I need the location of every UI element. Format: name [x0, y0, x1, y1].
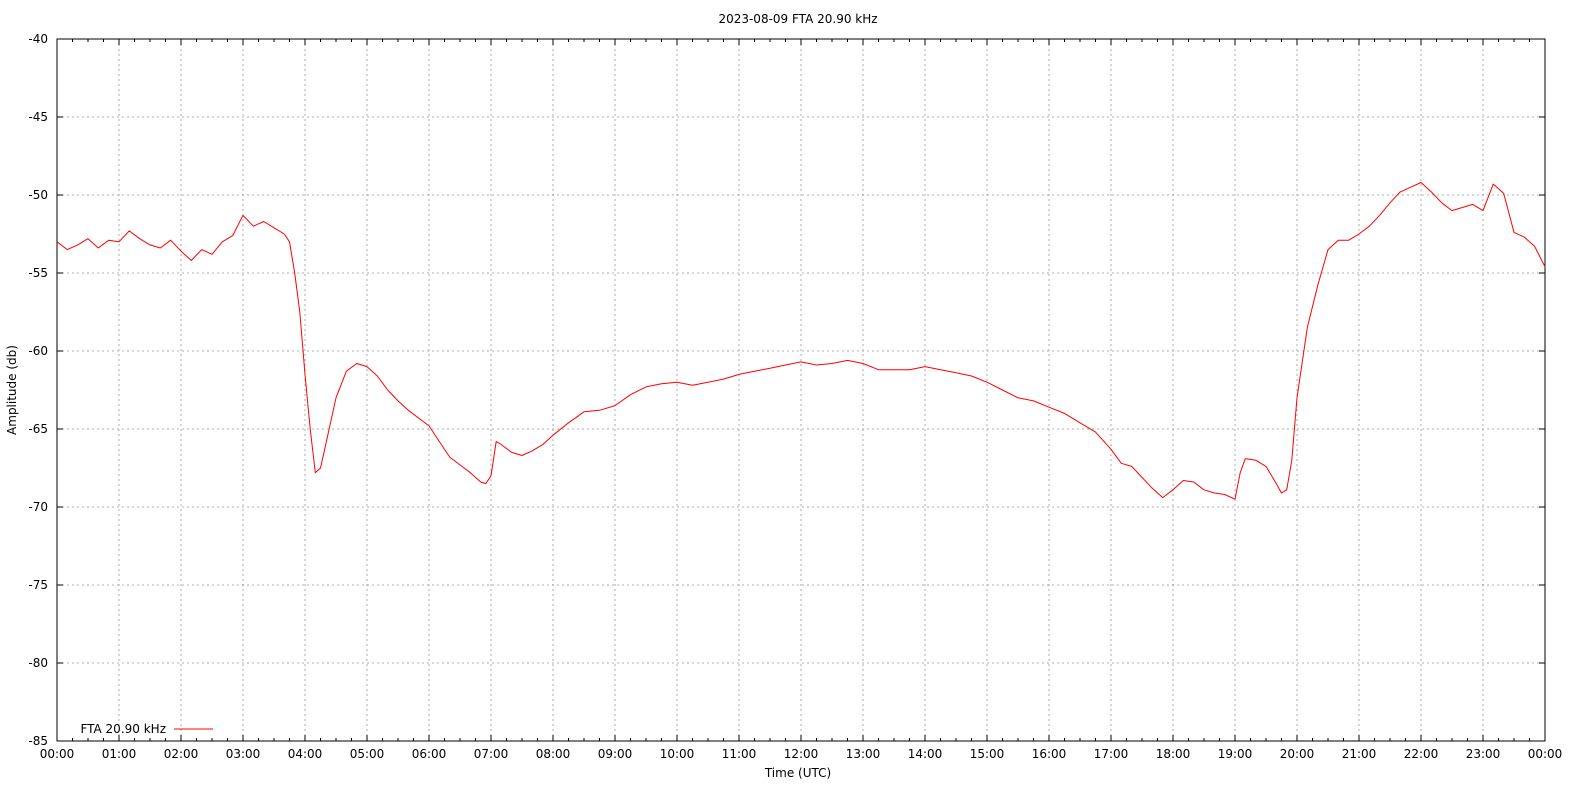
y-tick-labels: -40 -45 -50 -55 -60 -65 -70 -75 -80 -85	[28, 32, 48, 748]
series-layer	[56, 182, 1546, 500]
chart-title: 2023-08-09 FTA 20.90 kHz	[718, 12, 877, 26]
y-tick-label: -75	[28, 578, 48, 592]
y-tick-label: -60	[28, 344, 48, 358]
x-tick-labels: 00:00 01:00 02:00 03:00 04:00 05:00 06:00 07:00…	[40, 747, 1563, 761]
x-tick-label: 03:00	[226, 747, 261, 761]
x-tick-label: 11:00	[722, 747, 757, 761]
y-axis-title: Amplitude (db)	[5, 345, 19, 435]
y-tick-label: -45	[28, 110, 48, 124]
y-tick-label: -50	[28, 188, 48, 202]
x-tick-label: 00:00	[40, 747, 75, 761]
x-tick-label: 00:00	[1528, 747, 1563, 761]
series-line	[56, 182, 1546, 500]
x-axis-title: Time (UTC)	[764, 766, 831, 780]
axis-ticks	[56, 38, 1546, 742]
x-tick-label: 05:00	[350, 747, 385, 761]
y-tick-label: -80	[28, 656, 48, 670]
x-tick-label: 14:00	[908, 747, 943, 761]
y-tick-label: -85	[28, 734, 48, 748]
x-tick-label: 02:00	[164, 747, 199, 761]
x-tick-label: 04:00	[288, 747, 323, 761]
x-tick-label: 01:00	[102, 747, 137, 761]
legend: FTA 20.90 kHz	[80, 722, 213, 736]
y-tick-label: -70	[28, 500, 48, 514]
grid-lines	[57, 39, 1545, 741]
x-tick-label: 17:00	[1094, 747, 1129, 761]
x-tick-label: 07:00	[474, 747, 509, 761]
x-tick-label: 09:00	[598, 747, 633, 761]
y-tick-label: -55	[28, 266, 48, 280]
x-tick-label: 12:00	[784, 747, 819, 761]
x-tick-label: 21:00	[1342, 747, 1377, 761]
x-tick-label: 06:00	[412, 747, 447, 761]
x-tick-label: 10:00	[660, 747, 695, 761]
x-tick-label: 19:00	[1218, 747, 1253, 761]
y-tick-label: -65	[28, 422, 48, 436]
x-tick-label: 13:00	[846, 747, 881, 761]
legend-label: FTA 20.90 kHz	[80, 722, 166, 736]
x-tick-label: 08:00	[536, 747, 571, 761]
x-tick-label: 23:00	[1466, 747, 1501, 761]
x-tick-label: 16:00	[1032, 747, 1067, 761]
x-tick-label: 18:00	[1156, 747, 1191, 761]
x-tick-label: 22:00	[1404, 747, 1439, 761]
y-tick-label: -40	[28, 32, 48, 46]
x-tick-label: 20:00	[1280, 747, 1315, 761]
x-tick-label: 15:00	[970, 747, 1005, 761]
